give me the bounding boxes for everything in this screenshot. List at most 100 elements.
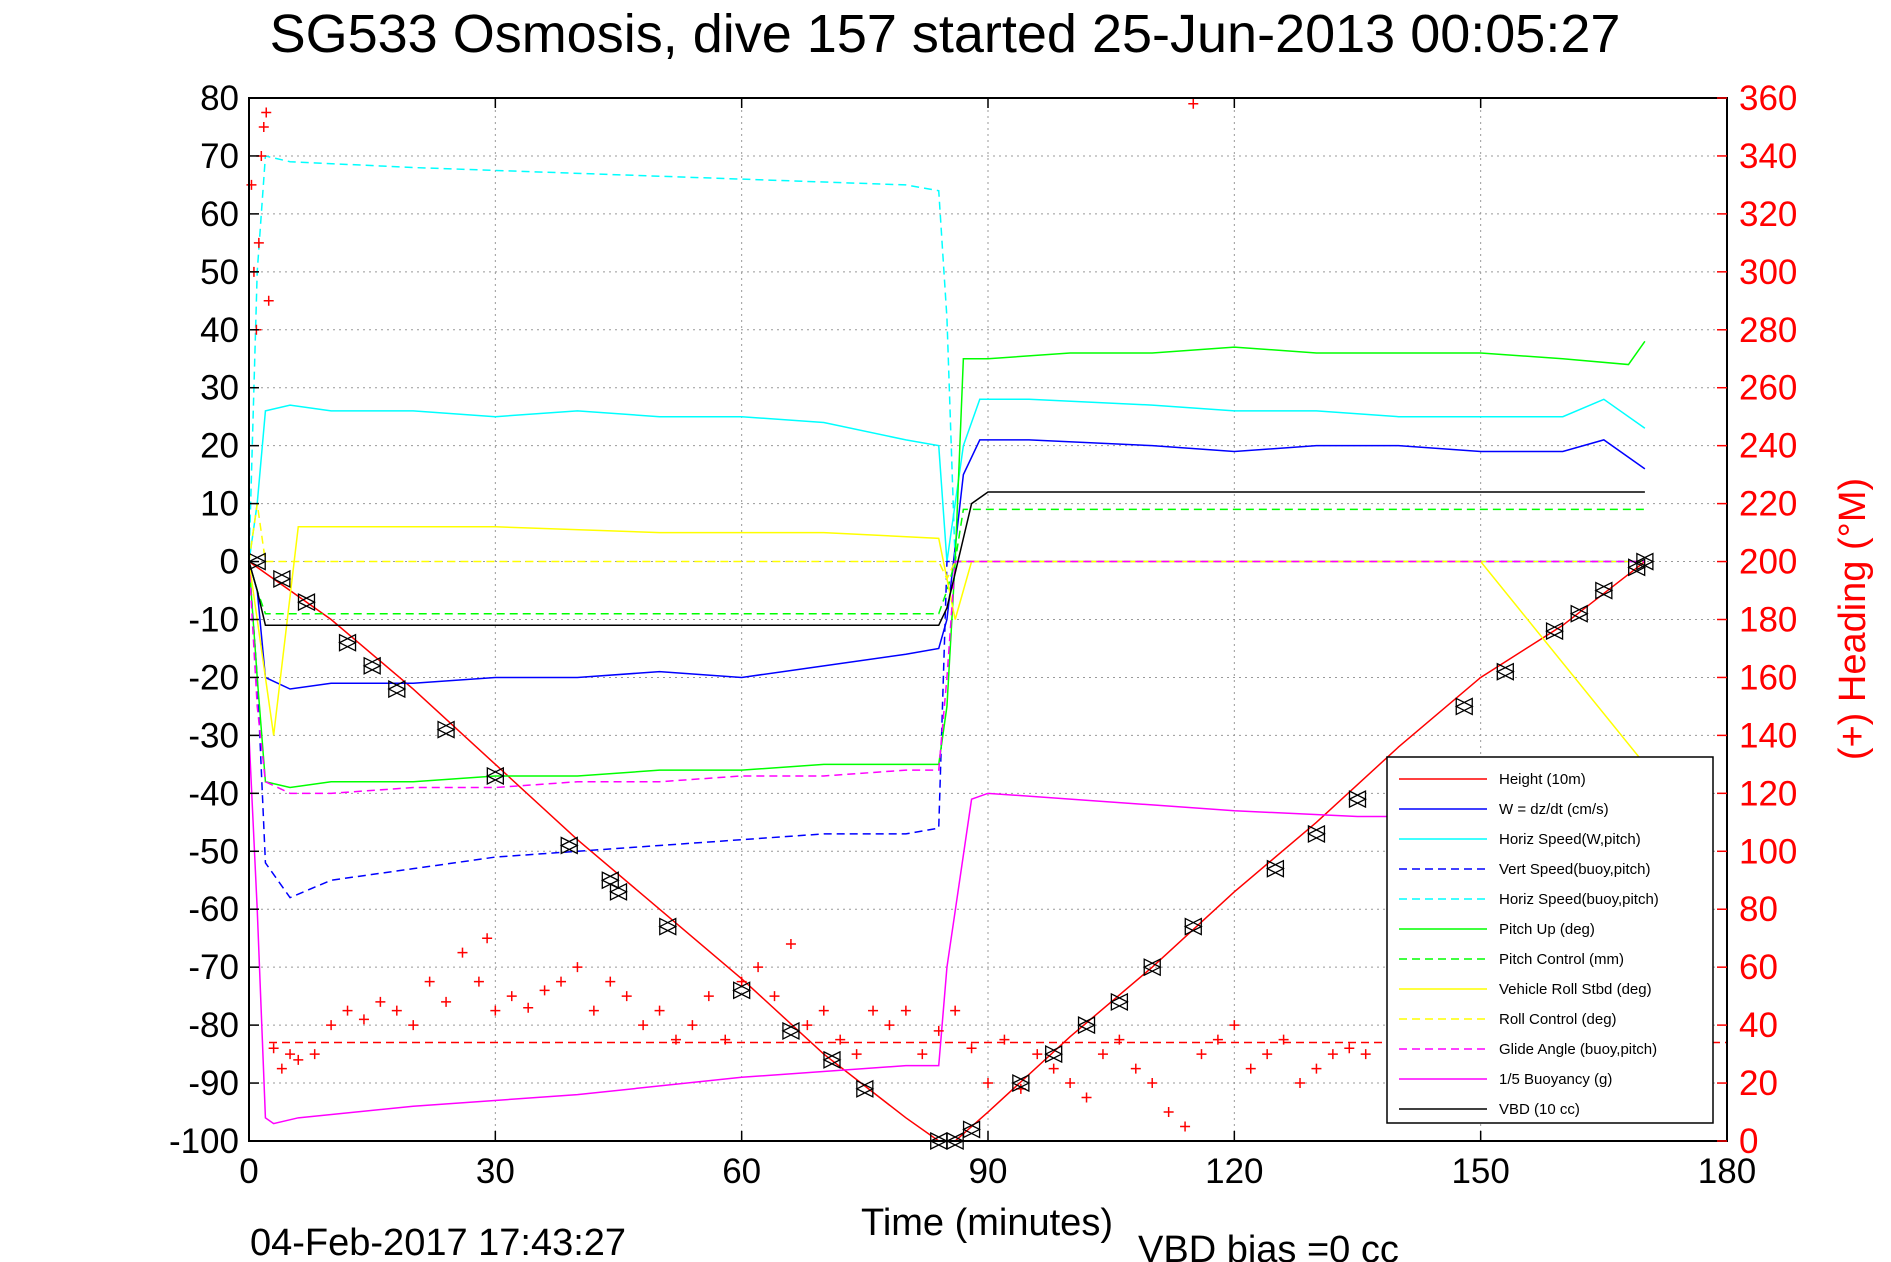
tick-layer: 0 30 60 90 120 150 18080706050403020100-10-20-… (169, 79, 1797, 1191)
heading-point (835, 1034, 846, 1045)
heading-point (1032, 1049, 1043, 1060)
heading-point (884, 1020, 895, 1031)
series-line (248, 503, 1645, 581)
vbd-marker (1635, 552, 1655, 571)
y-tick-label: 70 (200, 137, 239, 176)
y-tick-label: 80 (200, 79, 239, 118)
y-tick-label: -80 (188, 1006, 239, 1045)
y2-tick-label: 200 (1739, 543, 1797, 582)
heading-point (1081, 1092, 1092, 1103)
series-line (248, 735, 1481, 1125)
y-tick-label: -10 (188, 601, 239, 640)
y-tick-label: -50 (188, 832, 239, 871)
vbd-marker (609, 882, 628, 901)
heading-point (457, 947, 468, 958)
x-tick-label: 120 (1205, 1152, 1263, 1191)
y2-tick-label: 20 (1739, 1064, 1778, 1103)
y2-tick-label: 140 (1739, 716, 1797, 755)
heading-point (1130, 1063, 1141, 1074)
heading-point (917, 1049, 928, 1060)
vbd-marker (822, 1050, 842, 1069)
heading-point (1360, 1049, 1371, 1060)
heading-point (1097, 1049, 1108, 1060)
x-axis-label: Time (minutes) (861, 1202, 1113, 1244)
vbd-marker (855, 1079, 875, 1098)
y-tick-label: 50 (200, 253, 239, 292)
heading-point (933, 1025, 944, 1036)
heading-point (802, 1020, 813, 1031)
heading-point (638, 1020, 649, 1031)
heading-point (263, 295, 274, 306)
heading-point (753, 962, 764, 973)
vbd-marker (1142, 958, 1162, 977)
heading-point (1327, 1049, 1338, 1060)
vbd-marker (732, 981, 752, 1000)
legend-entry: W = dz/dt (cm/s) (1499, 801, 1609, 818)
legend-box (1386, 756, 1714, 1124)
y2-tick-label: 300 (1739, 253, 1797, 292)
footer-date: 04-Feb-2017 17:43:27 (250, 1222, 626, 1262)
vbd-marker (781, 1021, 801, 1040)
vbd-marker (1265, 859, 1285, 878)
vbd-marker (272, 569, 292, 588)
heading-point (490, 1005, 501, 1016)
series-line (248, 508, 1645, 615)
vbd-marker (1348, 790, 1367, 809)
chart-title: SG533 Osmosis, dive 157 started 25-Jun-2… (270, 4, 1621, 64)
heading-point (868, 1005, 879, 1016)
heading-point (391, 1005, 402, 1016)
heading-point (358, 1014, 369, 1025)
y-tick-label: -40 (188, 774, 239, 813)
legend-entry: Height (10m) (1499, 771, 1586, 788)
heading-point (342, 1005, 353, 1016)
series-layer (248, 155, 1646, 1142)
heading-point (253, 237, 264, 248)
y2-tick-label: 100 (1739, 832, 1797, 871)
heading-point (1212, 1034, 1223, 1045)
y2-tick-label: 40 (1739, 1006, 1778, 1045)
x-tick-label: 60 (722, 1152, 761, 1191)
vbd-marker-layer (247, 552, 1655, 1151)
heading-point (851, 1049, 862, 1060)
y2-tick-label: 0 (1739, 1122, 1758, 1161)
vbd-marker (1077, 1016, 1096, 1035)
heading-point (1163, 1107, 1174, 1118)
heading-point (950, 1005, 961, 1016)
heading-point (268, 1043, 279, 1054)
y-tick-label: -20 (188, 658, 239, 697)
y2-tick-label: 160 (1739, 658, 1797, 697)
vbd-marker (658, 917, 678, 936)
vbd-marker (297, 593, 316, 612)
x-tick-label: 180 (1698, 1152, 1756, 1191)
y-tick-label: 10 (200, 485, 239, 524)
heading-point (1065, 1078, 1076, 1089)
heading-point (375, 996, 386, 1007)
legend-entry: Horiz Speed(W,pitch) (1499, 831, 1641, 848)
heading-point (506, 991, 517, 1002)
heading-point (703, 991, 714, 1002)
y-tick-label: -90 (188, 1064, 239, 1103)
y2-tick-label: 80 (1739, 890, 1778, 929)
legend: Height (10m) W = dz/dt (cm/s) Horiz Speed(… (1386, 756, 1714, 1124)
heading-point (654, 1005, 665, 1016)
heading-point (309, 1049, 320, 1060)
y2-tick-label: 180 (1739, 601, 1797, 640)
heading-point (966, 1043, 977, 1054)
heading-point (1229, 1020, 1240, 1031)
vbd-marker (1495, 662, 1515, 681)
heading-point (441, 996, 452, 1007)
vbd-marker (338, 633, 357, 652)
footer-vbd-bias: VBD bias =0 cc (1138, 1229, 1399, 1262)
heading-point (326, 1020, 337, 1031)
heading-point (736, 976, 747, 987)
y2-tick-label: 280 (1739, 311, 1797, 350)
heading-point (523, 1002, 534, 1013)
y2-tick-label: 120 (1739, 774, 1797, 813)
vbd-marker (362, 656, 382, 675)
x-tick-label: 30 (476, 1152, 515, 1191)
legend-entry: VBD (10 cc) (1499, 1101, 1580, 1118)
vbd-marker (387, 679, 407, 699)
y-tick-label: 40 (200, 311, 239, 350)
heading-point (1180, 1121, 1191, 1132)
x-tick-label: 90 (969, 1152, 1008, 1191)
